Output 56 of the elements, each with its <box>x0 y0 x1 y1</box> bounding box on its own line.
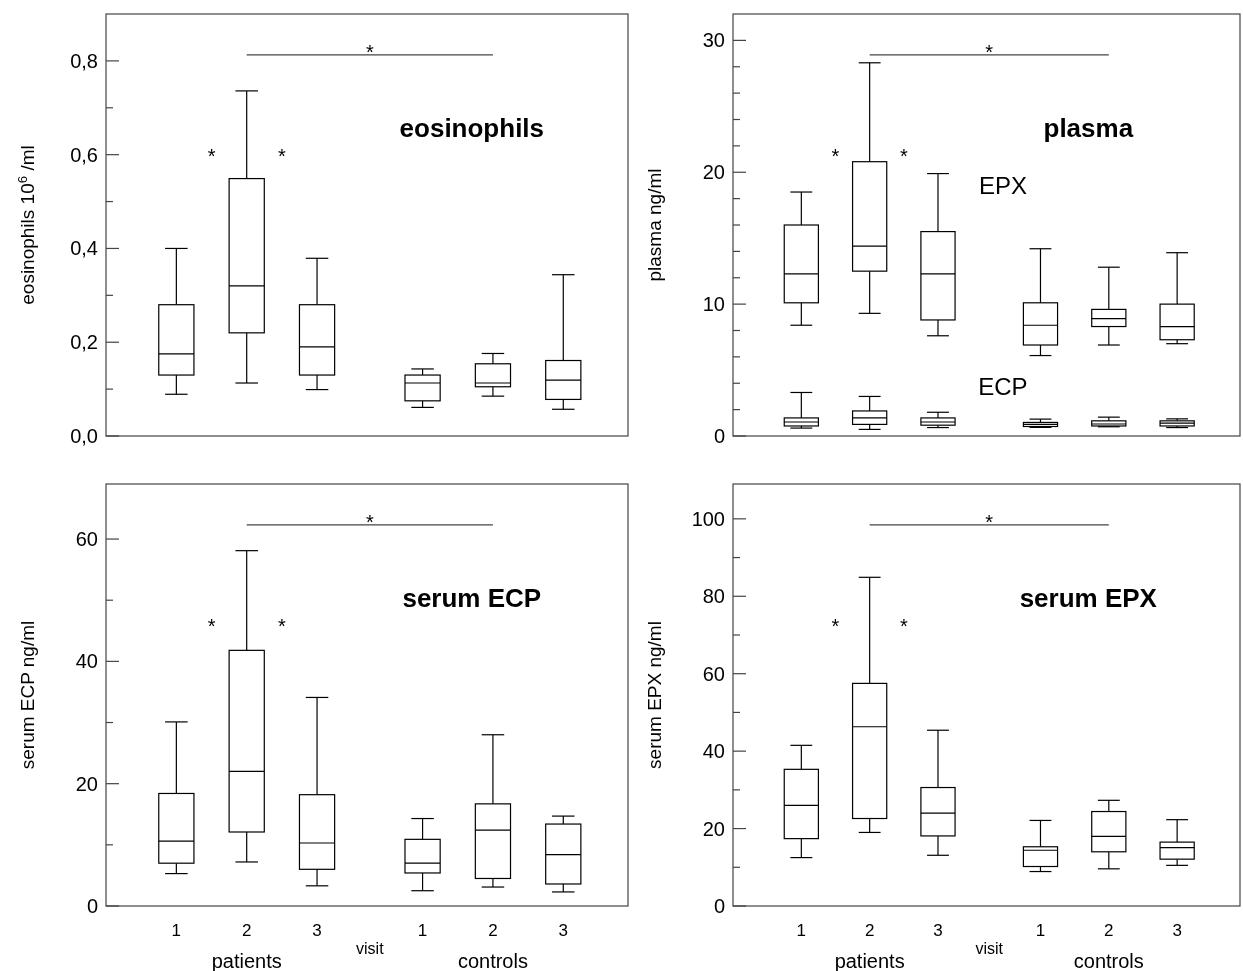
y-tick-label: 0 <box>86 895 98 917</box>
y-axis-title: plasma ng/ml <box>644 168 665 282</box>
text: controls <box>1073 950 1144 971</box>
text: serum EPX <box>1019 583 1158 614</box>
annotation: * <box>277 145 286 168</box>
x-axis-title: visit <box>356 940 385 957</box>
x-axis-title: visit <box>975 940 1004 957</box>
x-tick-label: 2 <box>864 921 875 940</box>
x-tick-label: 3 <box>933 921 943 940</box>
y-tick-label: 0,6 <box>70 143 98 166</box>
annotation: * <box>831 145 840 168</box>
y-tick-label: 0 <box>713 425 725 447</box>
annotation: * <box>985 40 994 63</box>
y-tick-label: 0,8 <box>70 49 98 72</box>
x-tick-label: 2 <box>488 921 498 940</box>
x-tick-label: 2 <box>241 921 252 940</box>
text: eosinophils <box>399 113 545 144</box>
y-tick-label: 20 <box>702 817 725 840</box>
x-tick-label: 1 <box>796 921 807 940</box>
annotation: * <box>831 615 840 638</box>
y-tick-label: 100 <box>691 507 725 530</box>
y-tick-label: 60 <box>75 528 98 551</box>
annotation: * <box>365 510 374 533</box>
y-tick-label: 80 <box>702 585 725 608</box>
text: plasma <box>1043 113 1134 144</box>
y-tick-label: 0,0 <box>70 425 98 447</box>
annotation: * <box>899 145 908 168</box>
y-tick-label: 40 <box>702 740 725 763</box>
y-tick-label: 0 <box>713 895 725 917</box>
series-label: EPX <box>978 171 1027 199</box>
y-tick-label: 20 <box>702 161 725 184</box>
y-axis-title: serum EPX ng/ml <box>644 621 665 769</box>
annotation: * <box>365 40 374 63</box>
text: controls <box>457 950 528 971</box>
y-tick-label: 10 <box>702 293 725 316</box>
x-tick-label: 1 <box>171 921 182 940</box>
annotation: * <box>207 615 216 638</box>
y-tick-label: 20 <box>75 772 98 795</box>
y-tick-label: 0,4 <box>70 237 98 260</box>
x-tick-label: 2 <box>1104 921 1114 940</box>
annotation: * <box>899 615 908 638</box>
series-label: ECP <box>978 372 1028 400</box>
y-tick-label: 40 <box>75 650 98 673</box>
x-tick-label: 3 <box>558 921 569 940</box>
annotation: * <box>207 145 216 168</box>
x-tick-label: 1 <box>1035 921 1046 940</box>
y-tick-label: 30 <box>702 29 725 52</box>
x-tick-label: 3 <box>312 921 322 940</box>
y-tick-label: 0,2 <box>70 331 98 354</box>
annotation: * <box>985 510 994 533</box>
annotation: * <box>277 615 286 638</box>
text: serum ECP <box>402 583 542 614</box>
x-tick-label: 3 <box>1172 921 1182 940</box>
x-tick-label: 1 <box>417 921 428 940</box>
y-axis-title: serum ECP ng/ml <box>17 620 38 770</box>
y-tick-label: 60 <box>702 662 725 685</box>
